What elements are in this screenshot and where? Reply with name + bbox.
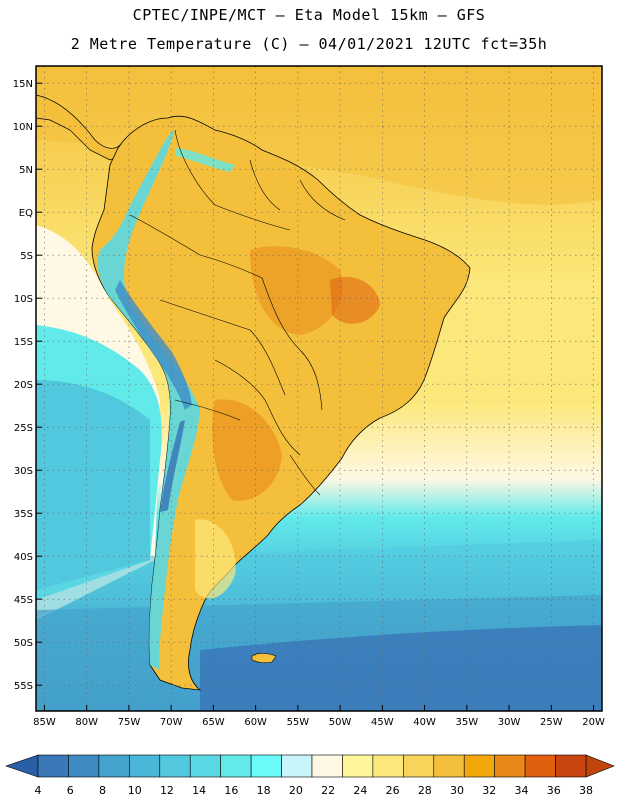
colorbar-label: 20 xyxy=(289,784,303,797)
colorbar-swatch xyxy=(220,754,252,778)
lat-tick-label: 20S xyxy=(14,380,33,391)
lon-tick-label: 80W xyxy=(75,717,98,728)
colorbar-swatch xyxy=(555,754,587,778)
lat-lon-grid xyxy=(36,66,602,711)
field-layer xyxy=(36,66,602,711)
lon-tick-label: 25W xyxy=(540,717,563,728)
colorbar-swatch xyxy=(463,754,495,778)
colorbar-swatch xyxy=(281,754,313,778)
title-line-2: 2 Metre Temperature (C) – 04/01/2021 12U… xyxy=(70,35,548,53)
colorbar: 4 6 8 10 12 14 16 18 20 22 24 26 28 30 32 34 36 38 xyxy=(5,754,615,797)
pacific-colder-zone xyxy=(36,380,150,590)
lat-tick-label: 30S xyxy=(14,466,33,477)
lon-tick-label: 35W xyxy=(456,717,479,728)
colorbar-label: 6 xyxy=(67,784,74,797)
lat-tick-label: 45S xyxy=(14,595,33,606)
lat-tick-label: EQ xyxy=(19,208,33,219)
falkland-islands xyxy=(251,653,277,664)
colorbar-swatch xyxy=(37,754,69,778)
venezuela-highlands xyxy=(176,148,235,172)
colorbar-label: 32 xyxy=(482,784,496,797)
warm-chaco-region xyxy=(212,399,282,501)
lon-tick-label: 50W xyxy=(329,717,352,728)
colorbar-label: 30 xyxy=(450,784,464,797)
colorbar-swatch xyxy=(372,754,404,778)
lat-tick-label: 25S xyxy=(14,423,33,434)
colorbar-low-arrow xyxy=(5,754,39,778)
lat-tick-label: 55S xyxy=(14,681,33,692)
lon-tick-label: 65W xyxy=(202,717,225,728)
lon-tick-label: 20W xyxy=(582,717,605,728)
colorbar-high-arrow xyxy=(585,754,615,778)
andes-ridge xyxy=(97,130,200,670)
southern-ocean-deep xyxy=(200,625,602,711)
lon-tick-label: 45W xyxy=(371,717,394,728)
colorbar-swatch xyxy=(403,754,435,778)
south-america xyxy=(91,115,471,691)
colorbar-label: 22 xyxy=(321,784,335,797)
country-borders xyxy=(129,129,346,496)
patagonia-mild xyxy=(195,519,236,599)
colorbar-label: 8 xyxy=(99,784,106,797)
colorbar-label: 16 xyxy=(224,784,238,797)
colorbar-label: 12 xyxy=(160,784,174,797)
axis-ticks: 85W 80W 75W 70W 65W 60W 55W 50W 45W 40W 35W 30W 25W 2… xyxy=(13,79,605,728)
colorbar-label: 10 xyxy=(128,784,142,797)
colorbar-label: 24 xyxy=(353,784,367,797)
lat-tick-label: 50S xyxy=(14,638,33,649)
lat-tick-label: 10S xyxy=(14,294,33,305)
lat-tick-label: 5S xyxy=(20,251,33,262)
colorbar-label: 26 xyxy=(386,784,400,797)
colorbar-label: 28 xyxy=(418,784,432,797)
colorbar-label: 36 xyxy=(547,784,561,797)
colorbar-swatch xyxy=(68,754,100,778)
colorbar-swatch xyxy=(494,754,526,778)
lat-tick-label: 10N xyxy=(13,122,33,133)
colorbar-swatch xyxy=(159,754,191,778)
colorbar-label: 38 xyxy=(579,784,593,797)
andes-south-peaks xyxy=(160,420,185,512)
colorbar-swatch xyxy=(524,754,556,778)
lat-tick-label: 15N xyxy=(13,79,33,90)
lon-tick-label: 75W xyxy=(118,717,141,728)
lon-tick-label: 70W xyxy=(160,717,183,728)
lat-tick-label: 40S xyxy=(14,552,33,563)
lat-tick-label: 35S xyxy=(14,509,33,520)
colorbar-swatch xyxy=(433,754,465,778)
warm-north-band xyxy=(36,66,602,205)
lon-tick-label: 85W xyxy=(33,717,56,728)
colorbar-swatch xyxy=(129,754,161,778)
colorbar-swatch xyxy=(342,754,374,778)
colorbar-swatch xyxy=(189,754,221,778)
lat-tick-label: 15S xyxy=(14,337,33,348)
hot-spot-central-brazil xyxy=(330,276,380,324)
lon-tick-label: 40W xyxy=(413,717,436,728)
lon-tick-label: 60W xyxy=(244,717,267,728)
colorbar-label: 14 xyxy=(192,784,206,797)
central-america xyxy=(36,94,136,161)
warm-interior-north xyxy=(250,246,343,335)
colorbar-swatch xyxy=(98,754,130,778)
colorbar-swatch xyxy=(250,754,282,778)
colorbar-label: 18 xyxy=(257,784,271,797)
map-frame xyxy=(35,65,603,712)
colorbar-label: 34 xyxy=(515,784,529,797)
andes-high-peaks xyxy=(115,280,192,410)
colorbar-label: 4 xyxy=(35,784,42,797)
colorbar-swatch xyxy=(311,754,343,778)
lat-tick-label: 5N xyxy=(19,165,33,176)
lon-tick-label: 30W xyxy=(498,717,521,728)
title-line-1: CPTEC/INPE/MCT – Eta Model 15km – GFS xyxy=(132,6,486,24)
lon-tick-label: 55W xyxy=(287,717,310,728)
